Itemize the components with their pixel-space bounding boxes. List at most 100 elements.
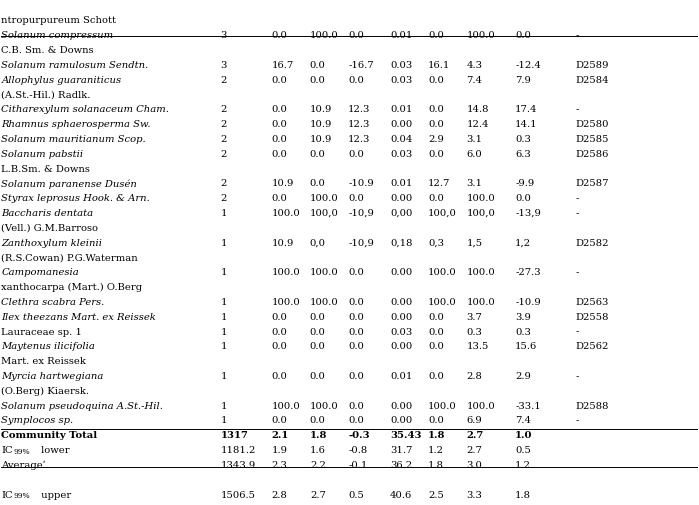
Text: 1: 1 bbox=[221, 209, 227, 218]
Text: Solanum pabstii: Solanum pabstii bbox=[1, 150, 83, 159]
Text: Allophylus guaraniticus: Allophylus guaraniticus bbox=[1, 76, 122, 85]
Text: 10.9: 10.9 bbox=[310, 120, 332, 129]
Text: 1.8: 1.8 bbox=[310, 431, 327, 440]
Text: 35.43: 35.43 bbox=[390, 431, 421, 440]
Text: 0.0: 0.0 bbox=[348, 31, 364, 40]
Text: -0.3: -0.3 bbox=[348, 431, 370, 440]
Text: 0.0: 0.0 bbox=[348, 342, 364, 351]
Text: D2589: D2589 bbox=[576, 61, 610, 70]
Text: 0.0: 0.0 bbox=[348, 328, 364, 336]
Text: 0.0: 0.0 bbox=[310, 313, 326, 322]
Text: 1: 1 bbox=[221, 401, 227, 411]
Text: 0.03: 0.03 bbox=[390, 61, 412, 70]
Text: 0.0: 0.0 bbox=[428, 194, 444, 203]
Text: Solanum paranense Dusén: Solanum paranense Dusén bbox=[1, 179, 137, 189]
Text: -: - bbox=[576, 31, 579, 40]
Text: 0.04: 0.04 bbox=[390, 135, 412, 144]
Text: 0.0: 0.0 bbox=[428, 417, 444, 426]
Text: 2.8: 2.8 bbox=[271, 490, 287, 499]
Text: Styrax leprosus Hook. & Arn.: Styrax leprosus Hook. & Arn. bbox=[1, 194, 150, 203]
Text: 0.3: 0.3 bbox=[515, 328, 531, 336]
Text: lower: lower bbox=[38, 446, 69, 455]
Text: (A.St.-Hil.) Radlk.: (A.St.-Hil.) Radlk. bbox=[1, 90, 91, 99]
Text: 0.0: 0.0 bbox=[348, 298, 364, 307]
Text: 6.9: 6.9 bbox=[466, 417, 482, 426]
Text: Clethra scabra Pers.: Clethra scabra Pers. bbox=[1, 298, 105, 307]
Text: 0.0: 0.0 bbox=[310, 328, 326, 336]
Text: -0.8: -0.8 bbox=[348, 446, 368, 455]
Text: 100.0: 100.0 bbox=[271, 268, 301, 277]
Text: 100.0: 100.0 bbox=[310, 401, 338, 411]
Text: 2: 2 bbox=[221, 106, 227, 114]
Text: 0.0: 0.0 bbox=[271, 106, 287, 114]
Text: C.B. Sm. & Downs: C.B. Sm. & Downs bbox=[1, 46, 94, 55]
Text: 2.9: 2.9 bbox=[515, 372, 531, 381]
Text: 3: 3 bbox=[221, 61, 227, 70]
Text: 10.9: 10.9 bbox=[271, 239, 294, 247]
Text: 1.2: 1.2 bbox=[515, 461, 531, 470]
Text: 12.3: 12.3 bbox=[348, 120, 370, 129]
Text: 0.0: 0.0 bbox=[271, 31, 287, 40]
Text: 0.0: 0.0 bbox=[271, 417, 287, 426]
Text: 1: 1 bbox=[221, 342, 227, 351]
Text: Zanthoxylum kleinii: Zanthoxylum kleinii bbox=[1, 239, 102, 247]
Text: 1343.9: 1343.9 bbox=[221, 461, 256, 470]
Text: 100,0: 100,0 bbox=[310, 209, 339, 218]
Text: 3.0: 3.0 bbox=[466, 461, 482, 470]
Text: 0.01: 0.01 bbox=[390, 179, 412, 188]
Text: 10.9: 10.9 bbox=[310, 106, 332, 114]
Text: Solanum pseudoquina A.St.-Hil.: Solanum pseudoquina A.St.-Hil. bbox=[1, 401, 164, 411]
Text: 0.01: 0.01 bbox=[390, 372, 412, 381]
Text: 100.0: 100.0 bbox=[271, 298, 301, 307]
Text: -12.4: -12.4 bbox=[515, 61, 541, 70]
Text: 7.9: 7.9 bbox=[515, 76, 531, 85]
Text: D2562: D2562 bbox=[576, 342, 609, 351]
Text: 17.4: 17.4 bbox=[515, 106, 538, 114]
Text: -27.3: -27.3 bbox=[515, 268, 541, 277]
Text: 2.1: 2.1 bbox=[271, 431, 289, 440]
Text: 0.3: 0.3 bbox=[466, 328, 482, 336]
Text: 2.2: 2.2 bbox=[310, 461, 326, 470]
Text: 0.5: 0.5 bbox=[348, 490, 364, 499]
Text: 100.0: 100.0 bbox=[466, 298, 495, 307]
Text: Solanum ramulosum Sendtn.: Solanum ramulosum Sendtn. bbox=[1, 61, 149, 70]
Text: 0.0: 0.0 bbox=[310, 76, 326, 85]
Text: 12.7: 12.7 bbox=[428, 179, 451, 188]
Text: 0.0: 0.0 bbox=[310, 342, 326, 351]
Text: -0.1: -0.1 bbox=[348, 461, 368, 470]
Text: 2: 2 bbox=[221, 179, 227, 188]
Text: 100,0: 100,0 bbox=[466, 209, 496, 218]
Text: 0.0: 0.0 bbox=[515, 194, 531, 203]
Text: 2.7: 2.7 bbox=[310, 490, 326, 499]
Text: IC: IC bbox=[1, 446, 13, 455]
Text: 2: 2 bbox=[221, 194, 227, 203]
Text: 0.0: 0.0 bbox=[310, 372, 326, 381]
Text: 13.5: 13.5 bbox=[466, 342, 489, 351]
Text: 0.00: 0.00 bbox=[390, 298, 412, 307]
Text: 15.6: 15.6 bbox=[515, 342, 538, 351]
Text: 0.0: 0.0 bbox=[310, 179, 326, 188]
Text: upper: upper bbox=[38, 490, 71, 499]
Text: 1: 1 bbox=[221, 313, 227, 322]
Text: D2580: D2580 bbox=[576, 120, 610, 129]
Text: ntropurpureum Schott: ntropurpureum Schott bbox=[1, 17, 117, 25]
Text: 100.0: 100.0 bbox=[466, 194, 495, 203]
Text: 0.0: 0.0 bbox=[271, 372, 287, 381]
Text: 0.03: 0.03 bbox=[390, 150, 412, 159]
Text: 7.4: 7.4 bbox=[466, 76, 482, 85]
Text: 2.3: 2.3 bbox=[271, 461, 287, 470]
Text: 0.0: 0.0 bbox=[271, 76, 287, 85]
Text: 99%: 99% bbox=[14, 447, 31, 456]
Text: 1: 1 bbox=[221, 372, 227, 381]
Text: 4.3: 4.3 bbox=[466, 61, 482, 70]
Text: 2.9: 2.9 bbox=[428, 135, 444, 144]
Text: 2: 2 bbox=[221, 135, 227, 144]
Text: -10.9: -10.9 bbox=[515, 298, 541, 307]
Text: 100.0: 100.0 bbox=[466, 401, 495, 411]
Text: 0.0: 0.0 bbox=[348, 76, 364, 85]
Text: D2563: D2563 bbox=[576, 298, 609, 307]
Text: 0.0: 0.0 bbox=[348, 417, 364, 426]
Text: -16.7: -16.7 bbox=[348, 61, 374, 70]
Text: 0.0: 0.0 bbox=[310, 417, 326, 426]
Text: 2.5: 2.5 bbox=[428, 490, 444, 499]
